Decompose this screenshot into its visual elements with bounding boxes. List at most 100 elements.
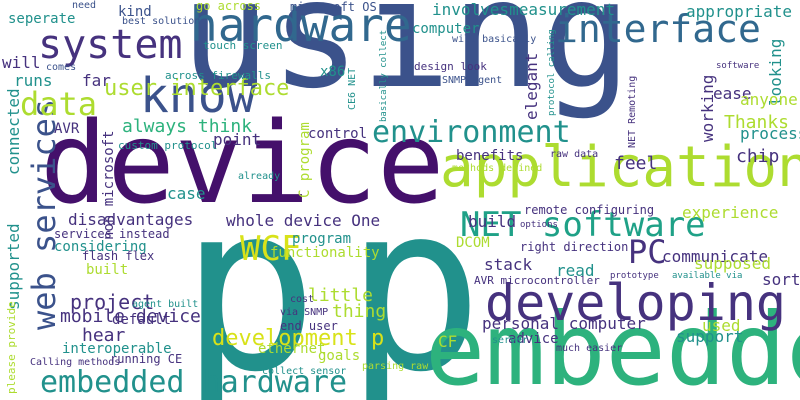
cloud-word: developing <box>485 274 787 332</box>
cloud-word: anyone <box>740 90 798 109</box>
cloud-word: development p <box>212 326 385 351</box>
cloud-word: options <box>520 220 558 230</box>
cloud-word: interface <box>555 7 761 51</box>
cloud-word: server <box>492 335 529 346</box>
cloud-word: parsing raw <box>362 361 429 372</box>
cloud-word: build <box>468 212 517 231</box>
cloud-word: much easier <box>556 343 623 354</box>
cloud-word: need <box>72 0 97 11</box>
cloud-word: x86 <box>320 64 346 80</box>
cloud-word: case <box>167 184 206 203</box>
cloud-word: touch screen <box>203 39 283 52</box>
cloud-word: hear <box>82 325 126 346</box>
cloud-word: running CE <box>110 352 183 366</box>
cloud-word: flash flex <box>82 249 155 263</box>
cloud-word: protocol calling <box>547 29 557 116</box>
cloud-word: functionality <box>270 245 380 261</box>
cloud-word: already <box>238 171 281 182</box>
cloud-word: used <box>702 316 741 335</box>
cloud-word: far <box>82 71 111 90</box>
cloud-word: PC <box>628 233 667 271</box>
cloud-word: right direction <box>520 240 629 254</box>
cloud-word: communicate <box>662 247 768 266</box>
cloud-word: connected <box>4 88 23 175</box>
cloud-word: using <box>180 0 632 122</box>
cloud-word: design look <box>414 60 487 73</box>
cloud-word: control <box>308 126 368 142</box>
cloud-word: across firewalls <box>165 69 271 82</box>
cloud-word: services instead <box>54 227 170 241</box>
cloud-word: experience <box>682 203 779 222</box>
cloud-word: NET software <box>460 205 706 245</box>
cloud-word: always think <box>122 116 253 137</box>
cloud-word: point <box>213 130 262 149</box>
cloud-word: default <box>112 312 172 328</box>
cloud-word: system <box>38 22 183 68</box>
cloud-word: C program <box>297 122 313 198</box>
cloud-word: p <box>345 156 484 400</box>
cloud-word: application <box>440 135 800 200</box>
cloud-word: agent built <box>132 299 199 310</box>
cloud-word: mobile device <box>60 306 201 327</box>
cloud-word: microsoft OS <box>290 0 377 14</box>
cloud-word: hardware <box>190 0 412 52</box>
cloud-word: disadvantages <box>68 210 194 229</box>
cloud-word: involvesmeasurement <box>432 0 616 19</box>
cloud-word: collect sensor <box>262 366 347 377</box>
cloud-word: project <box>70 290 155 314</box>
cloud-word: available via <box>672 271 743 281</box>
cloud-word: elegant <box>522 52 541 120</box>
cloud-word: please provide <box>5 301 18 394</box>
cloud-word: device <box>40 99 445 229</box>
cloud-word: process <box>740 124 800 143</box>
cloud-word: supposed <box>694 254 772 273</box>
cloud-word: go across <box>196 0 262 13</box>
cloud-word: ethernet <box>258 341 326 357</box>
cloud-word: DCOM <box>456 235 490 251</box>
cloud-word: program <box>292 231 352 247</box>
cloud-word: support <box>676 327 744 346</box>
cloud-word: read <box>556 261 595 280</box>
cloud-word: interoperable <box>62 341 172 357</box>
cloud-word: goals <box>318 348 361 364</box>
cloud-word: custom protocol <box>118 139 218 152</box>
cloud-word: feel <box>614 153 658 174</box>
cloud-word: personal computer <box>482 314 646 333</box>
cloud-word: CF <box>438 332 458 351</box>
cloud-word: comes <box>46 62 77 73</box>
cloud-word: ease <box>713 84 752 103</box>
cloud-word: appropriate <box>686 2 792 21</box>
cloud-word: p <box>180 156 319 400</box>
cloud-word: software <box>716 61 760 71</box>
cloud-word: AVR <box>54 121 80 137</box>
cloud-word: chip <box>736 146 780 167</box>
cloud-word: CE6 NET <box>347 67 358 110</box>
cloud-word: Calling methods <box>30 357 121 368</box>
cloud-word: environment <box>372 115 571 150</box>
cloud-word: end user <box>280 319 338 333</box>
cloud-word: methods defined <box>452 163 543 174</box>
cloud-word: supported <box>4 223 23 310</box>
cloud-word: kind <box>118 4 152 20</box>
cloud-word: basically collect <box>379 29 389 122</box>
cloud-word: know <box>140 68 256 124</box>
cloud-word: embedded hardware <box>40 365 348 400</box>
cloud-word: WCF <box>240 229 302 269</box>
cloud-word: embedded <box>425 291 800 400</box>
cloud-word: best solution <box>122 16 201 27</box>
cloud-word: little <box>308 285 374 306</box>
cloud-word: SNMP agent <box>442 75 503 86</box>
cloud-word: Thanks <box>724 112 790 133</box>
cloud-word: advice <box>508 331 559 347</box>
cloud-word: benefits <box>456 148 524 164</box>
cloud-word: considering <box>54 239 147 255</box>
cloud-word: prototype <box>610 271 659 281</box>
cloud-word: built <box>86 262 129 278</box>
cloud-word: stack <box>484 255 533 274</box>
cloud-word: seperate <box>8 11 76 27</box>
cloud-word: data <box>20 85 98 123</box>
cloud-word: runs <box>14 71 53 90</box>
cloud-word: cost <box>290 294 315 305</box>
cloud-word: whole device One <box>226 211 381 230</box>
